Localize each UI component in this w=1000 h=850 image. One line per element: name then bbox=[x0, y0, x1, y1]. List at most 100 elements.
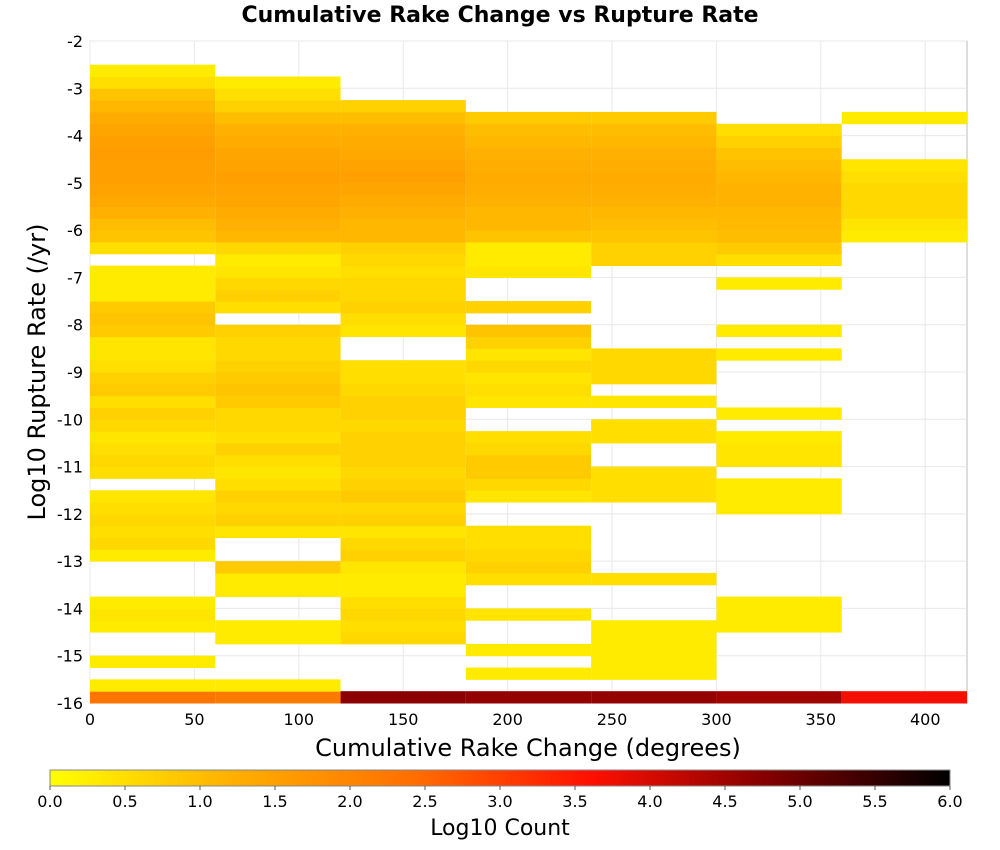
heatmap-cell bbox=[215, 324, 341, 338]
heatmap-cell bbox=[340, 123, 466, 137]
heatmap-cell bbox=[591, 159, 717, 172]
heatmap-cell bbox=[340, 241, 466, 255]
heatmap-cell bbox=[465, 572, 592, 586]
heatmap-cell bbox=[591, 111, 717, 125]
heatmap-cell bbox=[465, 111, 592, 125]
heatmap-cell bbox=[465, 324, 592, 338]
heatmap-cell bbox=[465, 253, 592, 267]
heatmap-cell bbox=[215, 691, 341, 704]
heatmap-cell bbox=[215, 360, 341, 373]
y-tick-label: -14 bbox=[57, 599, 83, 618]
heatmap-cell bbox=[215, 407, 341, 420]
heatmap-cell bbox=[716, 171, 842, 184]
heatmap-cell bbox=[340, 584, 466, 598]
heatmap-cell bbox=[591, 667, 717, 680]
heatmap-cell bbox=[591, 253, 717, 267]
heatmap-cell bbox=[215, 289, 341, 302]
heatmap-cell bbox=[340, 596, 466, 609]
heatmap-cell bbox=[591, 620, 717, 633]
heatmap-cell bbox=[340, 182, 466, 196]
y-axis-ticks: -2 -3 -4 -5 -6 -7 -8 -9 -10 -11 -12 -13 -14 -15 -16 bbox=[57, 32, 83, 713]
heatmap-cell bbox=[591, 572, 717, 586]
heatmap-cell bbox=[90, 466, 216, 479]
heatmap-cell bbox=[340, 218, 466, 231]
colorbar-tick-label: 2.0 bbox=[337, 792, 362, 811]
heatmap-cell bbox=[90, 608, 216, 621]
heatmap-cell bbox=[340, 395, 466, 408]
heatmap-cell bbox=[716, 478, 842, 491]
heatmap-cell bbox=[215, 466, 341, 479]
heatmap-cell bbox=[340, 502, 466, 515]
heatmap-cell bbox=[465, 372, 592, 385]
heatmap-cell bbox=[465, 135, 592, 148]
colorbar-tick-label: 6.0 bbox=[937, 792, 962, 811]
heatmap-cell bbox=[465, 147, 592, 160]
heatmap-cell bbox=[90, 360, 216, 373]
heatmap-cell bbox=[90, 691, 216, 704]
heatmap-cell bbox=[465, 206, 592, 219]
heatmap-cell bbox=[340, 100, 466, 113]
heatmap-cell bbox=[215, 348, 341, 361]
heatmap-cell bbox=[591, 241, 717, 255]
colorbar-tick-label: 4.5 bbox=[712, 792, 737, 811]
y-tick-label: -3 bbox=[67, 79, 83, 98]
heatmap-cell bbox=[465, 537, 592, 550]
heatmap-cell bbox=[215, 372, 341, 385]
heatmap-cell bbox=[90, 549, 216, 562]
heatmap-cell bbox=[215, 76, 341, 89]
heatmap-cell bbox=[90, 336, 216, 349]
colorbar-ticks: 0.0 0.5 1.0 1.5 2.0 2.5 3.0 3.5 4.0 4.5 5.0 5.5 6.0 bbox=[37, 786, 963, 811]
heatmap-cell bbox=[716, 691, 842, 704]
x-tick-label: 100 bbox=[284, 710, 315, 729]
heatmap-cell bbox=[591, 643, 717, 657]
heatmap-cell bbox=[591, 135, 717, 148]
heatmap-cell bbox=[90, 537, 216, 550]
heatmap-cell bbox=[465, 549, 592, 562]
y-tick-label: -16 bbox=[57, 694, 83, 713]
y-tick-label: -15 bbox=[57, 647, 83, 666]
heatmap-cell bbox=[841, 194, 967, 207]
y-tick-label: -9 bbox=[67, 363, 83, 382]
heatmap-cell bbox=[215, 194, 341, 207]
heatmap-cell bbox=[90, 241, 216, 255]
x-tick-label: 300 bbox=[701, 710, 732, 729]
heatmap-cell bbox=[591, 372, 717, 385]
y-tick-label: -12 bbox=[57, 505, 83, 524]
heatmap-cell bbox=[465, 159, 592, 172]
heatmap-cell bbox=[340, 561, 466, 574]
heatmap-cell bbox=[90, 218, 216, 231]
heatmap-cell bbox=[340, 490, 466, 503]
heatmap-cell bbox=[90, 194, 216, 207]
colorbar-gradient bbox=[49, 769, 951, 787]
heatmap-cell bbox=[716, 230, 842, 243]
heatmap-cell bbox=[841, 206, 967, 219]
heatmap-cell bbox=[215, 123, 341, 137]
y-axis-label: Log10 Rupture Rate (/yr) bbox=[23, 224, 51, 521]
heatmap-cell bbox=[465, 241, 592, 255]
heatmap-cell bbox=[716, 407, 842, 420]
y-tick-label: -10 bbox=[57, 410, 83, 429]
heatmap-cell bbox=[215, 419, 341, 432]
heatmap-cell bbox=[90, 111, 216, 125]
heatmap-cell bbox=[716, 194, 842, 207]
heatmap-cell bbox=[340, 253, 466, 267]
heatmap-cell bbox=[591, 632, 717, 645]
heatmap-cell bbox=[90, 123, 216, 137]
heatmap-cell bbox=[340, 478, 466, 491]
colorbar-tick-label: 1.5 bbox=[262, 792, 287, 811]
heatmap-cell bbox=[465, 395, 592, 408]
heatmap-cell bbox=[90, 419, 216, 432]
heatmap-cell bbox=[215, 395, 341, 408]
heatmap-cell bbox=[716, 348, 842, 361]
heatmap-cell bbox=[90, 301, 216, 314]
heatmap-cell bbox=[90, 490, 216, 503]
chart-title: Cumulative Rake Change vs Rupture Rate bbox=[241, 3, 758, 28]
colorbar-label: Log10 Count bbox=[430, 816, 570, 841]
heatmap-cell bbox=[215, 513, 341, 527]
heatmap-cell bbox=[215, 253, 341, 267]
heatmap-cell bbox=[340, 301, 466, 314]
heatmap-cell bbox=[215, 88, 341, 101]
heatmap-cell bbox=[591, 490, 717, 503]
y-tick-label: -2 bbox=[67, 32, 83, 51]
x-tick-label: 250 bbox=[597, 710, 628, 729]
